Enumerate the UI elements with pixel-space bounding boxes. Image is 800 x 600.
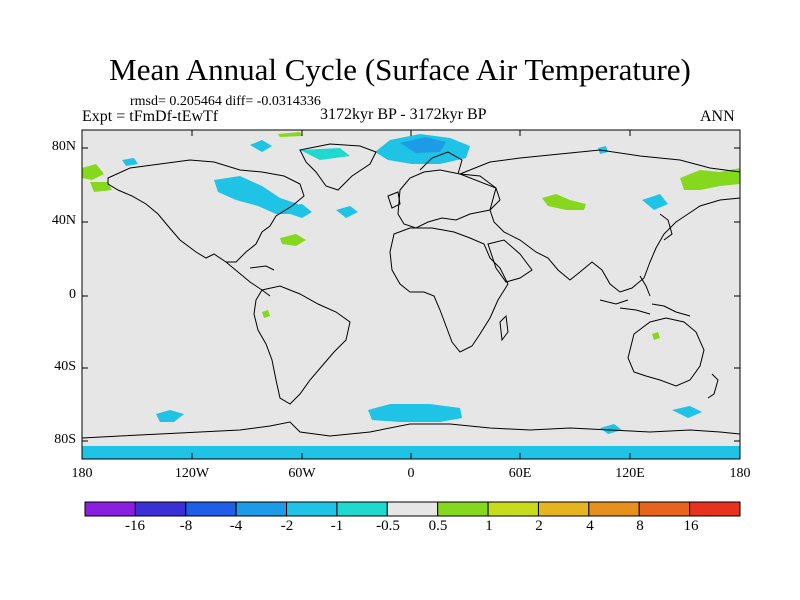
anomaly-patches [82, 132, 740, 459]
colorbar-label: 16 [683, 518, 699, 534]
colorbar-label: 4 [586, 518, 594, 534]
colorbar-swatch [437, 501, 489, 517]
lon-label-120w: 120W [174, 466, 210, 481]
lat-label-40n: 40N [51, 213, 76, 228]
map-frame [81, 129, 741, 460]
lat-label-0: 0 [69, 287, 76, 302]
colorbar-swatch [185, 501, 237, 517]
colorbar-label: -8 [179, 518, 193, 534]
colorbar-swatch [689, 501, 741, 517]
colorbar-swatch [134, 501, 187, 517]
lon-label-180e: 180 [729, 466, 751, 481]
colorbar-label: -1 [330, 518, 344, 534]
colorbar-swatch [537, 501, 590, 517]
colorbar [84, 501, 741, 517]
colorbar-label: 1 [485, 518, 493, 534]
colorbar-label: -2 [280, 518, 294, 534]
lon-label-0: 0 [407, 466, 415, 481]
colorbar-swatch [638, 501, 691, 517]
lon-label-60e: 60E [508, 466, 532, 481]
colorbar-label: 0.5 [428, 518, 448, 534]
lon-label-60w: 60W [288, 466, 316, 481]
lon-label-120e: 120E [615, 466, 645, 481]
lon-label-180w: 180 [71, 466, 93, 481]
season-label: ANN [700, 108, 735, 125]
lat-label-80n: 80N [51, 139, 76, 154]
colorbar-swatch [235, 501, 288, 517]
colorbar-swatch [588, 501, 640, 517]
coastlines [81, 143, 741, 439]
lat-label-80s: 80S [54, 432, 76, 447]
stats-label: rmsd= 0.205464 diff= -0.0314336 [130, 94, 321, 109]
colorbar-swatch [84, 501, 136, 517]
colorbar-swatch [487, 501, 539, 517]
colorbar-swatch [386, 501, 439, 517]
colorbar-label: -4 [229, 518, 243, 534]
colorbar-swatch [286, 501, 338, 517]
colorbar-swatch [336, 501, 388, 517]
colorbar-label: -16 [125, 518, 145, 534]
lat-label-40s: 40S [54, 359, 76, 374]
period-label: 3172kyr BP - 3172kyr BP [320, 106, 487, 123]
colorbar-label: 2 [535, 518, 543, 534]
map-title: Mean Annual Cycle (Surface Air Temperatu… [109, 52, 691, 87]
colorbar-label: -0.5 [376, 518, 400, 534]
experiment-label: Expt = tFmDf-tEwTf [82, 108, 219, 125]
colorbar-label: 8 [636, 518, 644, 534]
